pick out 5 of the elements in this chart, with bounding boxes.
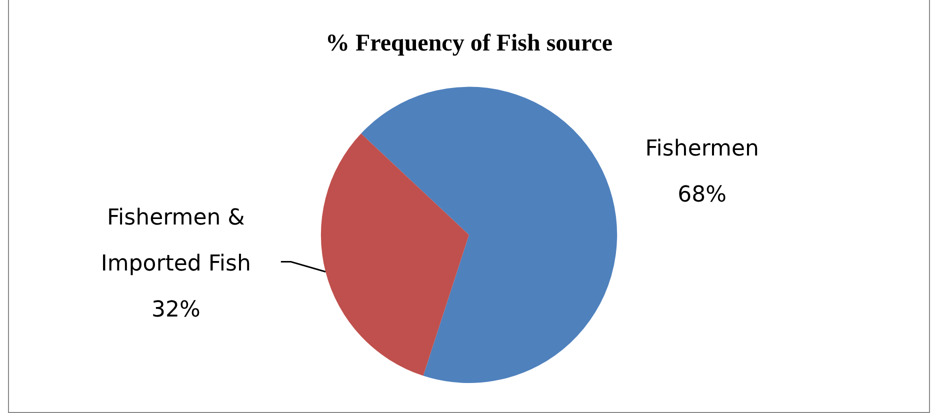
data-label: 32% (151, 298, 200, 323)
slice-label: Fishermen & Imported Fish (100, 206, 251, 277)
slice-label: Fishermen (645, 136, 759, 162)
chart-title: % Frequency of Fish source (325, 30, 613, 57)
data-label: 68% (678, 182, 727, 208)
